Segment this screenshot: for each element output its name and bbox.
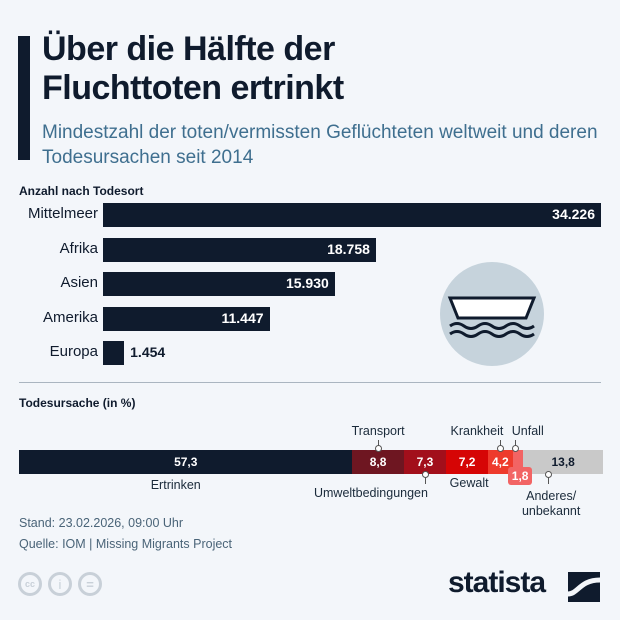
divider — [19, 382, 601, 383]
category-label: Amerika — [42, 308, 98, 326]
license-icons: cc i = — [18, 572, 102, 596]
category-label: Umweltbedingungen — [313, 486, 428, 500]
by-icon: i — [48, 572, 72, 596]
nd-icon: = — [78, 572, 102, 596]
segment: 7,2 — [446, 450, 489, 474]
category-label: Ertrinken — [150, 478, 201, 492]
category-label: Asien — [60, 274, 98, 291]
statista-logo[interactable]: statista — [448, 566, 546, 599]
value-label: 1,8 — [507, 467, 533, 485]
title-accent — [18, 36, 30, 160]
category-label: Krankheit — [450, 424, 504, 438]
segment: 8,8 — [352, 450, 404, 474]
segment: 57,3 — [19, 450, 353, 474]
bar — [103, 306, 270, 331]
leader-dot — [497, 445, 505, 452]
segment: 7,3 — [403, 450, 447, 474]
value-label: 34.226 — [552, 206, 595, 222]
category-label: Europa — [49, 343, 98, 360]
category-label: Transport — [351, 424, 405, 438]
category-label: Anderes/ unbekannt — [521, 489, 581, 518]
statista-logo-icon — [567, 572, 601, 602]
bar — [103, 341, 125, 365]
segment — [512, 450, 523, 474]
bar — [103, 237, 376, 262]
value-label: 18.758 — [327, 240, 370, 257]
category-label: Afrika — [59, 239, 98, 257]
bar — [103, 203, 601, 227]
category-label: Gewalt — [449, 476, 489, 490]
value-label: 1.454 — [130, 344, 166, 360]
section-title-cause: Todesursache (in %) — [19, 396, 136, 410]
stand-date: Stand: 23.02.2026, 09:00 Uhr — [19, 516, 184, 530]
page-title: Über die Hälfte der Fluchttoten ertrinkt — [42, 30, 344, 107]
leader-dot — [511, 445, 519, 452]
category-label: Unfall — [511, 424, 544, 438]
leader-line — [424, 474, 426, 484]
source: Quelle: IOM | Missing Migrants Project — [19, 537, 233, 551]
leader-dot — [375, 445, 383, 452]
boat-icon — [440, 262, 544, 366]
value-label: 15.930 — [285, 275, 329, 291]
section-title-location: Anzahl nach Todesort — [19, 184, 144, 198]
leader-dot — [545, 471, 553, 478]
leader-dot — [421, 471, 429, 478]
leader-line — [548, 474, 550, 484]
bar — [103, 272, 335, 296]
subtitle: Mindestzahl der toten/vermissten Geflüch… — [42, 122, 598, 168]
cc-icon: cc — [18, 572, 42, 596]
value-label: 11.447 — [221, 309, 264, 326]
segment: 13,8 — [523, 450, 604, 474]
category-label: Mittelmeer — [27, 205, 98, 222]
